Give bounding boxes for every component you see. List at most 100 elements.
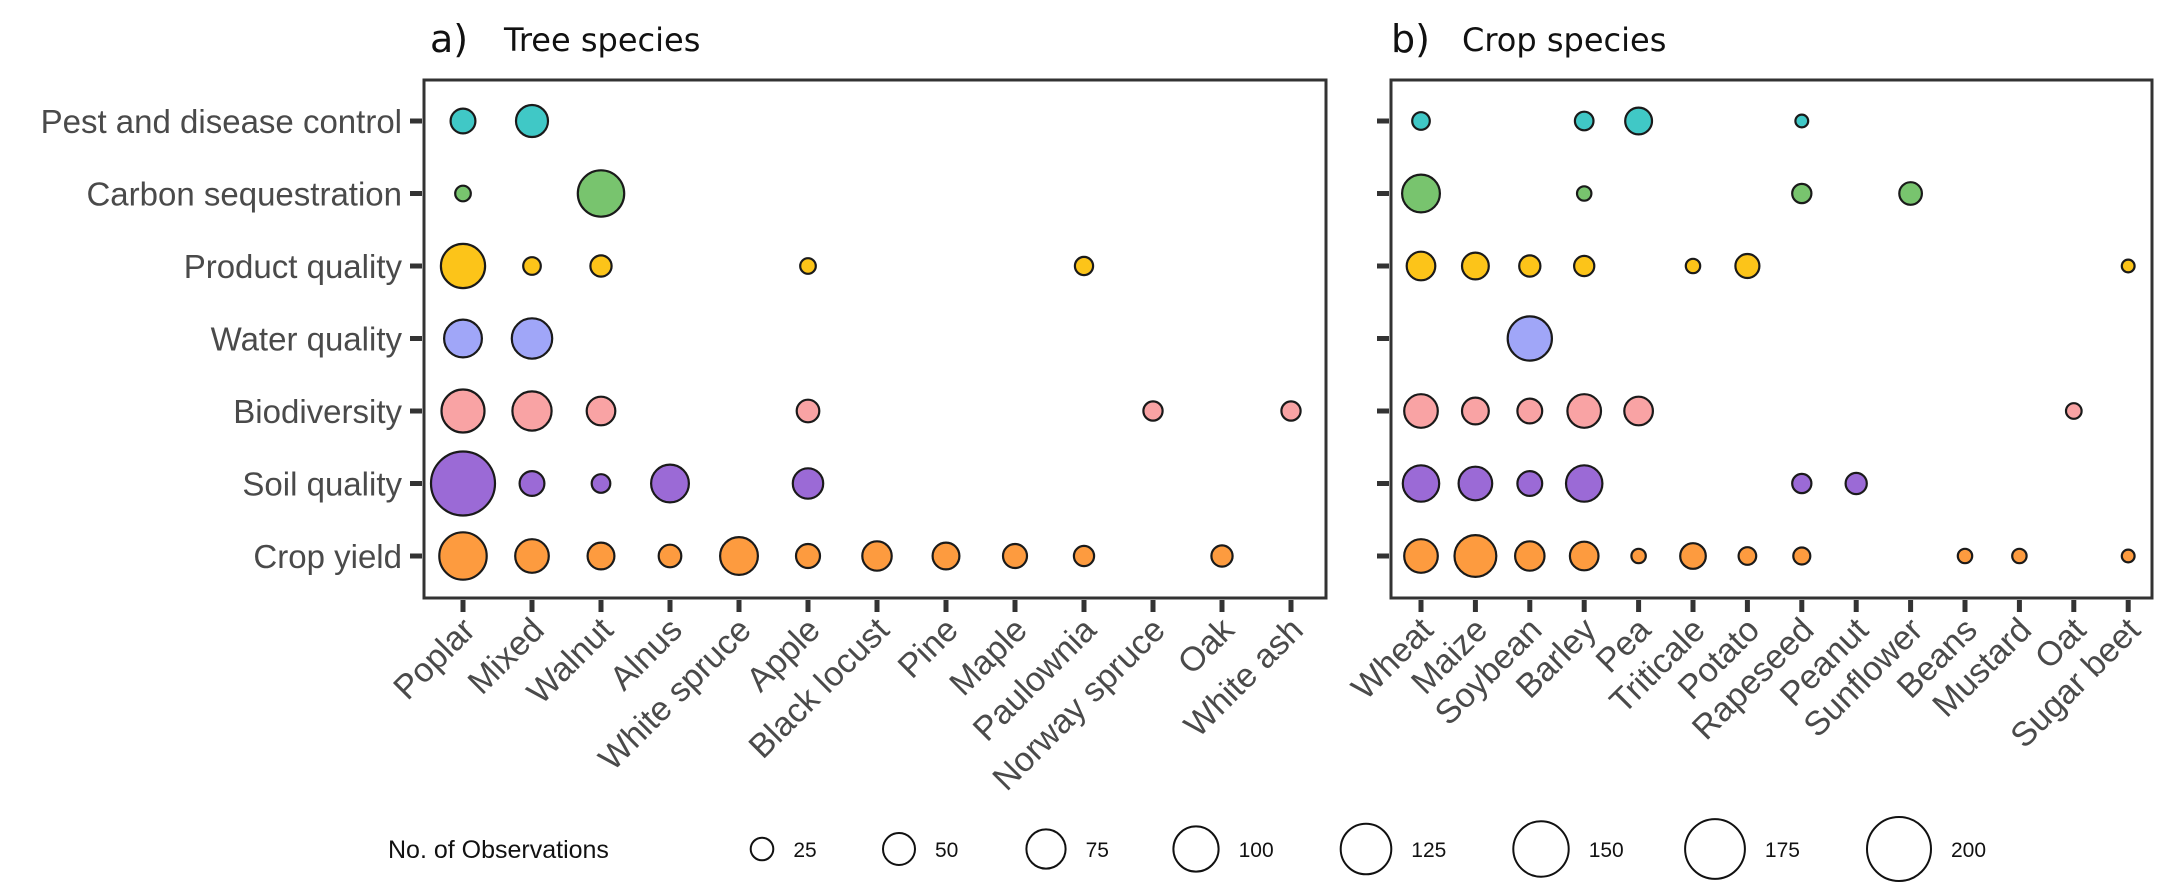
bubble-point — [1001, 542, 1029, 570]
bubble-point — [795, 398, 821, 424]
bubble-point — [590, 473, 612, 494]
bubble-point — [2120, 548, 2136, 564]
bubble-point — [1514, 540, 1546, 572]
plot-frame — [422, 78, 1328, 600]
bubble-point — [1630, 547, 1647, 565]
bubble-point — [1142, 400, 1164, 422]
legend-label: 175 — [1765, 839, 1800, 862]
bubble-point — [1403, 538, 1439, 574]
bubble-point — [1737, 546, 1758, 566]
bubble-point — [443, 318, 484, 359]
bubble-point — [454, 184, 472, 203]
panel-crop-species: b) Crop speciesWheatMaizeSoybeanBarleyPea… — [1344, 17, 2154, 755]
bubble-point — [1411, 111, 1431, 131]
bubble-point — [429, 450, 497, 517]
bubble-point — [2011, 547, 2028, 565]
x-tick-label: Poplar — [386, 611, 482, 707]
legend-circle — [1025, 828, 1067, 870]
bubble-point — [522, 256, 542, 276]
legend-label: 125 — [1411, 839, 1446, 862]
bubble-point — [1573, 110, 1595, 132]
bubble-point — [718, 535, 759, 576]
bubble-point — [1506, 315, 1554, 362]
bubble-point — [576, 169, 626, 218]
legend-circle — [1866, 816, 1932, 882]
bubble-point — [1734, 252, 1761, 280]
legend-circle — [1512, 820, 1570, 878]
y-tick-label: Crop yield — [253, 538, 402, 575]
bubble-point — [1792, 546, 1812, 566]
bubble-point — [1572, 254, 1596, 278]
y-tick-label: Water quality — [211, 321, 403, 358]
bubble-point — [1280, 400, 1302, 422]
legend-label: 75 — [1086, 839, 1109, 862]
panel-title: Crop species — [1462, 21, 1666, 59]
panel-letter: a) — [430, 17, 468, 61]
bubble-point — [1516, 397, 1544, 425]
bubble-point — [1073, 255, 1095, 277]
legend-label: 25 — [793, 839, 816, 862]
bubble-point — [1072, 544, 1096, 568]
bubble-point — [1898, 181, 1923, 206]
bubble-point — [1210, 544, 1234, 568]
legend-circle — [882, 832, 916, 866]
y-tick-label: Product quality — [184, 248, 403, 285]
legend-title: No. of Observations — [388, 836, 609, 864]
bubble-point — [449, 107, 477, 135]
bubble-point — [1623, 395, 1654, 427]
bubble-point — [2064, 402, 2083, 420]
y-tick-label: Soil quality — [242, 466, 402, 503]
bubble-point — [1403, 393, 1439, 429]
bubble-point — [649, 463, 690, 504]
y-tick-label: Pest and disease control — [41, 103, 402, 140]
bubble-point — [514, 538, 550, 574]
size-legend: No. of Observations 25 50 75 100 125 150 175 200 — [388, 816, 1986, 882]
bubble-point — [1624, 106, 1654, 136]
legend-circle — [1339, 822, 1393, 876]
plot-frame — [1389, 78, 2154, 600]
bubble-point — [1956, 547, 1974, 565]
bubble-point — [1453, 533, 1498, 578]
bubble-point — [1457, 465, 1494, 502]
bubble-point — [1684, 257, 1702, 275]
bubble-point — [1679, 542, 1707, 570]
bubble-point — [440, 388, 486, 434]
legend-circle — [1684, 818, 1746, 880]
bubble-point — [1794, 113, 1810, 129]
bubble-point — [1566, 393, 1603, 429]
bubble-point — [585, 395, 617, 427]
bubble-point — [1400, 173, 1441, 214]
bubble-point — [1575, 185, 1593, 202]
bubble-point — [2120, 258, 2136, 274]
legend-label: 150 — [1589, 839, 1624, 862]
bubble-point — [510, 317, 554, 360]
bubble-point — [1791, 182, 1813, 205]
legend-circle — [749, 836, 775, 862]
bubble-point — [1568, 540, 1600, 572]
bubble-point — [1405, 250, 1437, 282]
y-tick-label: Biodiversity — [233, 393, 402, 430]
bubble-point — [1791, 472, 1813, 495]
bubble-point — [438, 531, 488, 581]
bubble-point — [861, 540, 893, 572]
bubble-point — [518, 470, 546, 498]
bubble-point — [511, 390, 553, 432]
bubble-point — [1564, 464, 1604, 503]
panel-letter: b) — [1391, 17, 1430, 61]
bubble-point — [589, 254, 613, 278]
legend-label: 200 — [1951, 839, 1986, 862]
bubble-point — [1844, 471, 1868, 496]
bubble-point — [794, 542, 822, 570]
panel-title: Tree species — [503, 21, 700, 59]
bubble-point — [657, 543, 683, 569]
bubble-point — [439, 242, 487, 290]
legend-label: 50 — [935, 839, 958, 862]
bubble-point — [799, 257, 817, 275]
bubble-point — [1401, 464, 1441, 503]
bubble-point — [514, 103, 550, 139]
legend-label: 100 — [1239, 839, 1274, 862]
y-tick-label: Carbon sequestration — [86, 176, 402, 213]
bubble-point — [1516, 470, 1544, 498]
bubble-point — [791, 467, 825, 500]
